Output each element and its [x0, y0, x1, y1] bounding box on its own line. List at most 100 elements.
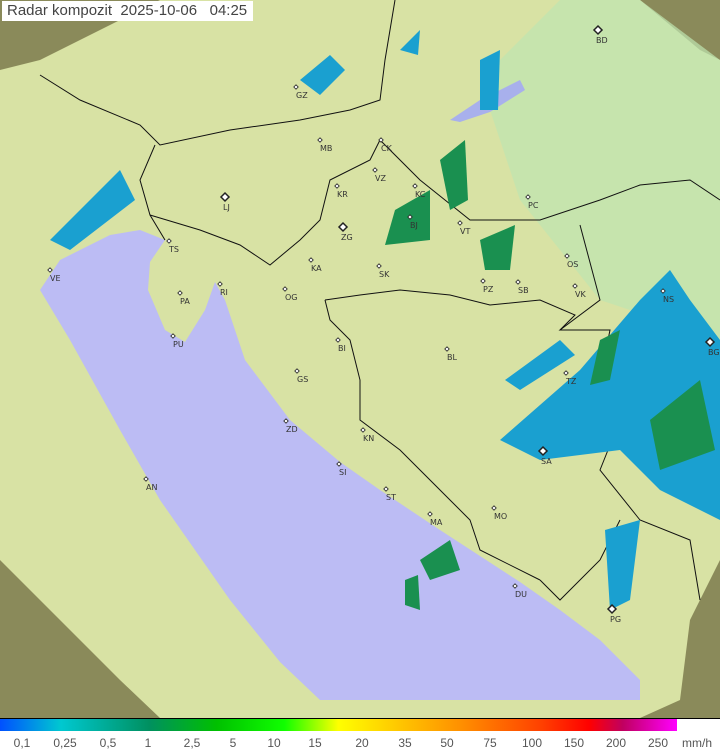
city-label: SK	[379, 270, 390, 279]
city-markers: BD GZ MB CK VZ KR KC LJ ZG PC VT BJ TS KA SK OS VE RI PA OG…	[47, 24, 720, 624]
city-marker-icon	[47, 267, 53, 273]
city-label: SI	[339, 468, 346, 477]
city-marker-icon	[491, 505, 497, 511]
city-label: ZD	[286, 425, 298, 434]
legend-tick: 200	[605, 736, 627, 750]
city-marker-icon	[512, 583, 518, 589]
legend-unit: mm/h	[682, 736, 712, 750]
city-marker-icon	[360, 427, 366, 433]
legend-tick: 35	[398, 736, 412, 750]
city-label: PG	[610, 615, 621, 624]
city-marker-icon	[704, 336, 716, 348]
city-marker-icon	[515, 279, 521, 285]
legend-tick: 100	[521, 736, 543, 750]
city-label: MB	[320, 144, 332, 153]
city-label: BI	[338, 344, 346, 353]
city-marker-icon	[217, 281, 223, 287]
city-marker-icon	[378, 137, 384, 143]
legend-tick: 0,25	[53, 736, 77, 750]
city-marker-icon	[564, 253, 570, 259]
city-label: NS	[663, 295, 674, 304]
radar-echoes	[50, 30, 720, 610]
city-label: KN	[363, 434, 374, 443]
map-title: Radar kompozit 2025-10-06 04:25	[2, 1, 254, 21]
legend-tick: 5	[229, 736, 237, 750]
legend-tick: 50	[440, 736, 454, 750]
city-marker-icon	[219, 191, 231, 203]
city-label: KA	[311, 264, 322, 273]
city-marker-icon	[537, 445, 549, 457]
city-marker-icon	[317, 137, 323, 143]
city-label: ST	[386, 493, 396, 502]
city-label: PZ	[483, 285, 494, 294]
city-label: OS	[567, 260, 578, 269]
city-label: SA	[541, 457, 552, 466]
city-label: CK	[381, 144, 393, 153]
city-marker-icon	[427, 511, 433, 517]
coverage-east-tint	[480, 0, 720, 340]
city-marker-icon	[444, 346, 450, 352]
city-marker-icon	[412, 183, 418, 189]
city-marker-icon	[143, 476, 149, 482]
legend-tick: 1	[144, 736, 152, 750]
city-label: KC	[415, 190, 426, 199]
city-marker-icon	[407, 214, 413, 220]
city-label: OG	[285, 293, 298, 302]
city-marker-icon	[166, 238, 172, 244]
city-label: PU	[173, 340, 184, 349]
city-label: BD	[596, 36, 608, 45]
city-marker-icon	[572, 283, 578, 289]
city-label: MA	[430, 518, 443, 527]
precipitation-legend: 0,1 0,25 0,5 1 2,5 5 10 15 20 35 50 75 100 150 200 250 m…	[0, 719, 720, 751]
legend-tick: 2,5	[183, 736, 201, 750]
legend-tick: 75	[483, 736, 497, 750]
city-marker-icon	[336, 461, 342, 467]
city-label: RI	[220, 288, 228, 297]
radar-map[interactable]: BD GZ MB CK VZ KR KC LJ ZG PC VT BJ TS KA SK OS VE RI PA OG…	[0, 0, 720, 719]
city-label: TS	[168, 245, 179, 254]
city-label: BL	[447, 353, 457, 362]
city-label: GS	[297, 375, 308, 384]
city-label: BJ	[410, 221, 418, 230]
city-marker-icon	[372, 167, 378, 173]
city-marker-icon	[525, 194, 531, 200]
legend-tick: 150	[563, 736, 585, 750]
city-marker-icon	[335, 337, 341, 343]
city-marker-icon	[563, 370, 569, 376]
city-label: VT	[460, 227, 470, 236]
city-marker-icon	[457, 220, 463, 226]
city-marker-icon	[170, 333, 176, 339]
city-marker-icon	[308, 257, 314, 263]
city-marker-icon	[293, 84, 299, 90]
city-label: GZ	[296, 91, 308, 100]
legend-tick: 0,5	[99, 736, 117, 750]
city-marker-icon	[282, 286, 288, 292]
city-marker-icon	[294, 368, 300, 374]
city-marker-icon	[660, 288, 666, 294]
legend-tick: 250	[647, 736, 669, 750]
city-marker-icon	[177, 290, 183, 296]
city-label: DU	[515, 590, 527, 599]
city-label: PA	[180, 297, 190, 306]
city-label: MO	[494, 512, 507, 521]
city-label: VZ	[375, 174, 386, 183]
city-marker-icon	[606, 603, 618, 615]
city-label: TZ	[565, 377, 577, 386]
city-label: AN	[146, 483, 157, 492]
legend-tick: 15	[308, 736, 322, 750]
city-marker-icon	[334, 183, 340, 189]
city-marker-icon	[283, 418, 289, 424]
city-label: BG	[708, 348, 720, 357]
city-marker-icon	[592, 24, 604, 36]
city-marker-icon	[383, 486, 389, 492]
legend-tick: 0,1	[13, 736, 31, 750]
city-marker-icon	[337, 221, 349, 233]
city-label: KR	[337, 190, 348, 199]
legend-tick: 10	[267, 736, 281, 750]
city-label: VE	[50, 274, 61, 283]
city-label: PC	[528, 201, 539, 210]
city-label: ZG	[341, 233, 353, 242]
legend-tick: 20	[355, 736, 369, 750]
city-marker-icon	[480, 278, 486, 284]
city-marker-icon	[376, 263, 382, 269]
